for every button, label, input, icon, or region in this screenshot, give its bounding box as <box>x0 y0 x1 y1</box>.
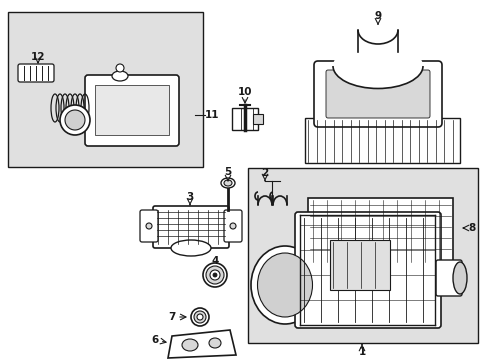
Ellipse shape <box>116 64 124 72</box>
Ellipse shape <box>205 266 224 284</box>
Text: 3: 3 <box>186 192 193 202</box>
FancyBboxPatch shape <box>313 61 441 127</box>
Ellipse shape <box>209 270 220 280</box>
FancyBboxPatch shape <box>18 64 54 82</box>
FancyBboxPatch shape <box>435 260 461 296</box>
Ellipse shape <box>194 311 205 323</box>
Ellipse shape <box>203 263 226 287</box>
FancyBboxPatch shape <box>140 210 158 242</box>
Ellipse shape <box>197 314 203 320</box>
Text: 9: 9 <box>374 11 381 21</box>
Text: 6: 6 <box>151 335 158 345</box>
Bar <box>307 198 452 263</box>
Text: 1: 1 <box>358 347 365 357</box>
Ellipse shape <box>221 178 235 188</box>
Text: 4: 4 <box>211 256 218 266</box>
Ellipse shape <box>213 273 217 277</box>
Text: 5: 5 <box>224 167 231 177</box>
FancyBboxPatch shape <box>95 85 169 135</box>
FancyBboxPatch shape <box>325 70 429 118</box>
FancyBboxPatch shape <box>294 212 440 328</box>
Text: 10: 10 <box>237 87 252 97</box>
Ellipse shape <box>452 262 466 294</box>
Bar <box>252 114 263 124</box>
Ellipse shape <box>250 246 318 324</box>
Ellipse shape <box>257 253 312 317</box>
Ellipse shape <box>171 240 210 256</box>
FancyBboxPatch shape <box>85 75 179 146</box>
Polygon shape <box>168 330 236 358</box>
Bar <box>247 168 477 343</box>
Text: 7: 7 <box>168 312 175 322</box>
Ellipse shape <box>65 110 85 130</box>
Text: 2: 2 <box>261 168 268 178</box>
Ellipse shape <box>208 338 221 348</box>
Ellipse shape <box>191 308 208 326</box>
Text: 11: 11 <box>204 110 219 120</box>
Bar <box>8 12 203 167</box>
FancyBboxPatch shape <box>224 210 242 242</box>
Ellipse shape <box>112 71 128 81</box>
Ellipse shape <box>60 105 90 135</box>
Text: 8: 8 <box>468 223 475 233</box>
Ellipse shape <box>182 339 198 351</box>
Bar <box>329 240 389 290</box>
Ellipse shape <box>229 223 236 229</box>
Text: 12: 12 <box>31 52 45 62</box>
Bar <box>305 118 459 163</box>
Ellipse shape <box>146 223 152 229</box>
FancyBboxPatch shape <box>231 108 258 130</box>
FancyBboxPatch shape <box>153 206 228 248</box>
Ellipse shape <box>224 180 231 186</box>
Ellipse shape <box>332 44 422 89</box>
